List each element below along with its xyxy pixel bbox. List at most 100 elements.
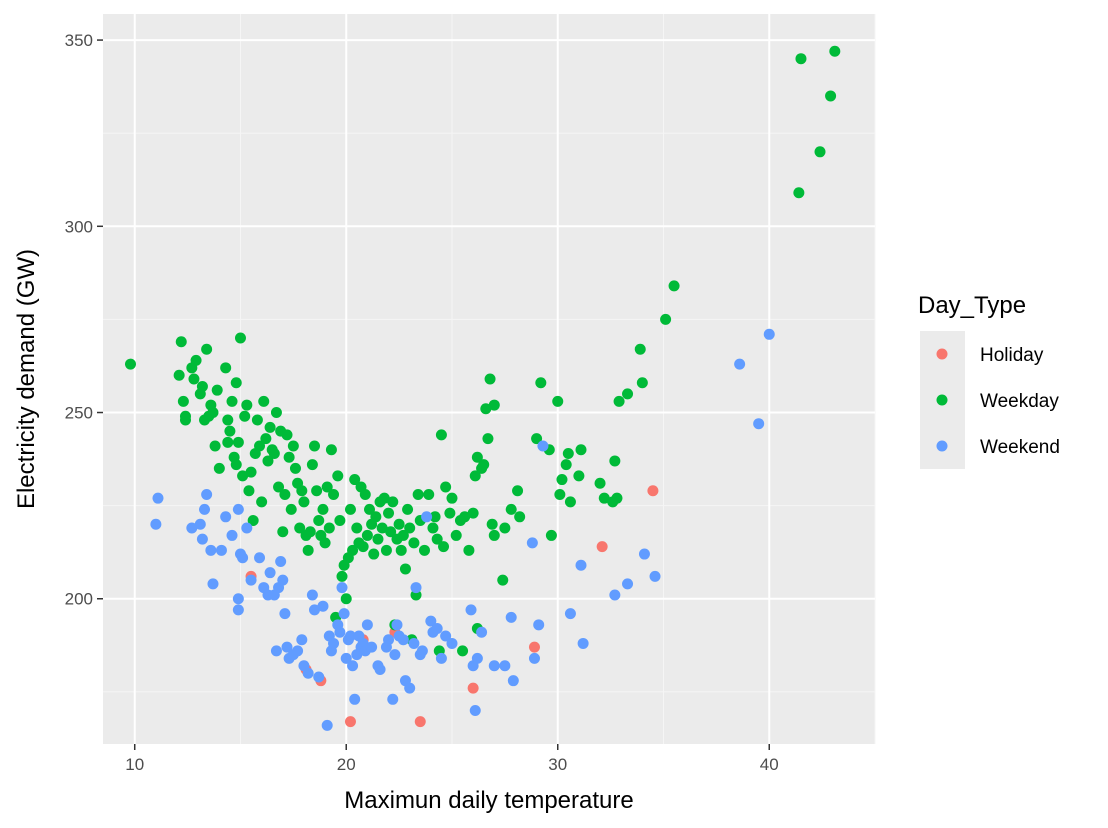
data-point-weekend	[201, 488, 213, 500]
x-tick-label: 40	[760, 755, 779, 774]
data-point-weekend	[410, 582, 422, 594]
data-point-weekday	[264, 421, 276, 433]
data-point-weekday	[450, 529, 462, 541]
data-point-holiday	[647, 485, 659, 497]
data-point-weekend	[408, 637, 420, 649]
data-point-weekday	[469, 470, 481, 482]
data-point-weekday	[429, 511, 441, 523]
legend: Day_Type Holiday Weekday Weekend	[918, 292, 1060, 469]
data-point-weekday	[319, 537, 331, 549]
y-tick-label: 200	[65, 590, 93, 609]
data-point-weekday	[309, 440, 321, 452]
x-tick-label: 30	[548, 755, 567, 774]
data-point-weekend	[344, 630, 356, 642]
data-point-weekday	[467, 507, 479, 519]
data-point-weekend	[152, 492, 164, 504]
data-point-weekday	[230, 377, 242, 389]
data-point-weekday	[814, 146, 826, 158]
data-point-weekday	[505, 503, 517, 515]
data-point-weekday	[383, 507, 395, 519]
data-point-weekday	[222, 436, 234, 448]
data-point-weekend	[194, 518, 206, 530]
data-point-weekday	[344, 503, 356, 515]
data-point-weekend	[215, 544, 227, 556]
data-point-weekend	[220, 511, 232, 523]
data-point-weekday	[446, 492, 458, 504]
legend-key-holiday	[936, 348, 948, 360]
y-axis-title: Electricity demand (GW)	[13, 249, 40, 509]
data-point-weekday	[251, 414, 263, 426]
data-point-weekday	[289, 462, 301, 474]
data-point-weekday	[302, 544, 314, 556]
data-point-weekday	[418, 544, 430, 556]
data-point-weekday	[247, 515, 259, 527]
data-point-holiday	[414, 716, 426, 728]
data-point-weekday	[438, 541, 450, 553]
data-point-weekday	[499, 522, 511, 534]
data-point-weekend	[279, 608, 291, 620]
data-point-weekend	[281, 641, 293, 653]
data-point-weekend	[275, 556, 287, 567]
data-point-weekend	[404, 682, 416, 694]
data-point-weekday	[175, 336, 187, 348]
data-point-weekday	[196, 380, 208, 392]
data-point-weekend	[425, 615, 437, 627]
data-point-weekend	[277, 574, 289, 586]
data-point-weekend	[609, 589, 621, 601]
data-point-weekday	[573, 470, 585, 482]
data-point-weekday	[368, 548, 380, 560]
data-point-weekday	[609, 455, 621, 467]
data-point-weekend	[391, 619, 403, 631]
data-point-weekday	[423, 488, 435, 500]
data-point-weekday	[188, 373, 200, 385]
data-point-weekend	[397, 634, 409, 646]
data-points	[124, 45, 841, 731]
data-point-weekday	[380, 544, 392, 556]
legend-title: Day_Type	[918, 292, 1026, 319]
data-point-weekday	[287, 440, 299, 452]
data-point-weekend	[254, 552, 266, 564]
data-point-weekday	[488, 399, 500, 411]
data-point-weekend	[505, 611, 517, 623]
data-point-weekday	[545, 529, 557, 541]
data-point-weekday	[268, 447, 280, 459]
data-point-weekday	[395, 544, 407, 556]
data-point-weekend	[421, 511, 433, 523]
data-point-weekday	[564, 496, 576, 508]
data-point-weekend	[465, 604, 477, 616]
data-point-weekday	[552, 395, 564, 407]
data-point-weekday	[317, 503, 329, 515]
data-point-weekday	[273, 481, 285, 493]
data-point-weekend	[245, 574, 257, 586]
data-point-weekday	[211, 384, 223, 396]
data-point-weekday	[412, 488, 424, 500]
data-point-weekday	[234, 332, 246, 344]
data-point-weekday	[190, 354, 202, 366]
data-point-weekend	[296, 634, 308, 646]
data-point-weekday	[124, 358, 136, 370]
data-point-weekday	[256, 496, 268, 508]
legend-label-holiday: Holiday	[980, 345, 1044, 366]
minor-gridlines	[103, 14, 876, 744]
data-point-weekday	[435, 429, 447, 441]
data-point-weekday	[556, 474, 568, 486]
data-point-weekday	[497, 574, 509, 586]
data-point-weekend	[471, 652, 483, 664]
data-point-weekday	[281, 429, 293, 441]
data-point-weekend	[347, 660, 359, 672]
data-point-weekend	[328, 637, 340, 649]
data-point-weekday	[262, 455, 274, 467]
data-point-weekday	[260, 433, 272, 445]
data-point-weekday	[241, 399, 253, 411]
data-point-weekend	[150, 518, 162, 530]
data-point-weekend	[374, 664, 386, 676]
data-point-weekday	[372, 533, 384, 545]
data-point-weekday	[332, 470, 344, 482]
data-point-weekday	[611, 492, 623, 504]
data-point-weekend	[416, 645, 428, 657]
data-point-weekday	[622, 388, 634, 400]
data-point-weekday	[427, 522, 439, 534]
data-point-weekday	[431, 533, 443, 545]
legend-key-weekend	[936, 440, 948, 452]
data-point-holiday	[528, 641, 540, 653]
